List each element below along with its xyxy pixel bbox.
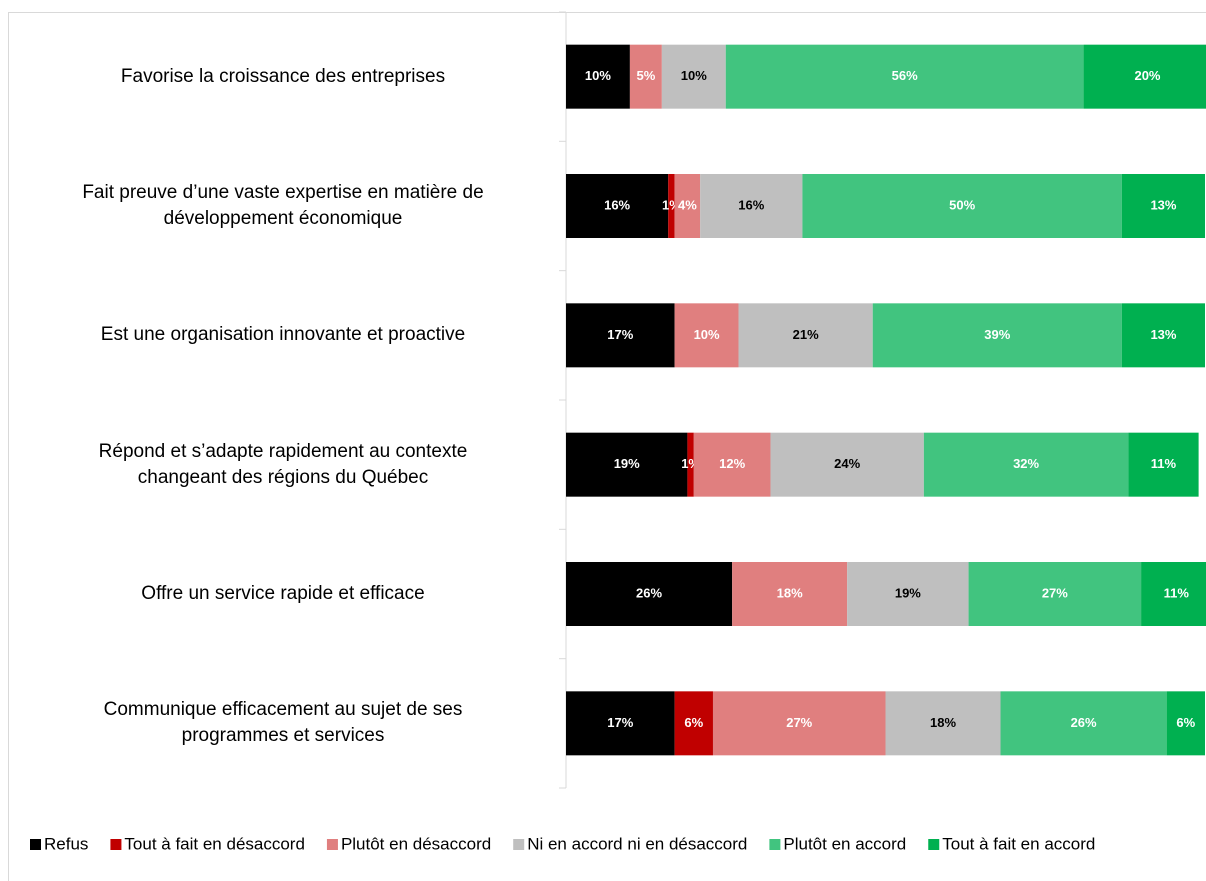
bar-segment [1128, 432, 1199, 497]
legend-label: Refus [44, 834, 88, 853]
frame [8, 12, 1206, 881]
bar-segment [1121, 174, 1205, 238]
bar-segment [802, 174, 1122, 238]
data-label: 56% [892, 68, 918, 83]
data-label: 50% [949, 197, 975, 212]
category-label: Fait preuve d’une vaste expertise en mat… [82, 182, 484, 229]
bar-segment [725, 44, 1084, 109]
data-label: 19% [614, 456, 640, 471]
bar-segment [674, 691, 713, 756]
category-label: Communique efficacement au sujet de ses … [103, 699, 463, 747]
bar-segment [738, 303, 873, 368]
bar-segment [566, 303, 675, 368]
data-label: 17% [607, 715, 633, 730]
legend-label: Plutôt en désaccord [341, 834, 491, 853]
data-label: 20% [1134, 68, 1160, 83]
bar-segment [674, 174, 701, 238]
bar-segment [1166, 691, 1205, 756]
bar-segment [885, 691, 1001, 756]
data-label: 17% [607, 327, 633, 342]
legend-swatch [30, 839, 41, 850]
data-label: 4% [678, 197, 697, 212]
legend-label: Ni en accord ni en désaccord [527, 834, 747, 853]
data-label: 10% [585, 68, 611, 83]
bar-segment [1000, 691, 1167, 756]
data-label: 11% [1164, 585, 1190, 600]
bar-segment [700, 174, 803, 238]
bar-segment [668, 174, 675, 238]
bar-segment [847, 562, 969, 626]
data-label: 27% [786, 715, 812, 730]
bar-segment [566, 691, 675, 756]
legend-label: Tout à fait en désaccord [124, 834, 305, 853]
data-label: 10% [681, 68, 707, 83]
category-label: Offre un service rapide et efficace [141, 583, 425, 604]
data-label: 39% [984, 327, 1010, 342]
bar-segment [566, 44, 630, 109]
data-label: 21% [793, 327, 819, 342]
legend-swatch [326, 839, 338, 850]
bar-segment [712, 691, 886, 756]
bar-segment [629, 44, 662, 109]
legend-label: Tout à fait en accord [942, 834, 1095, 853]
data-label: 10% [694, 327, 720, 342]
data-label: 18% [930, 715, 956, 730]
data-label: 11% [1151, 456, 1177, 471]
bar-segment [566, 432, 688, 497]
data-label: 13% [1150, 327, 1176, 342]
bar-segment [770, 432, 924, 497]
legend-swatch [769, 839, 781, 850]
bar-segment [566, 174, 669, 238]
bar-segment [566, 562, 733, 626]
legend-label: Plutôt en accord [783, 834, 906, 853]
legend-swatch [928, 839, 940, 850]
bar-segment [674, 303, 739, 368]
data-label: 32% [1013, 456, 1039, 471]
data-label: 6% [1176, 715, 1195, 730]
data-label: 16% [738, 197, 764, 212]
bar-segment [693, 432, 771, 497]
data-label: 27% [1042, 585, 1068, 600]
category-label: Répond et s’adapte rapidement au context… [98, 440, 468, 488]
bar-segment [732, 562, 848, 626]
bar-segment [968, 562, 1142, 626]
data-label: 18% [777, 585, 803, 600]
bar-segment [1141, 562, 1206, 626]
bar-segment [872, 303, 1122, 368]
category-label: Favorise la croissance des entreprises [120, 65, 446, 87]
bar-segment [1083, 44, 1206, 109]
category-label: Est une organisation innovante et proact… [100, 324, 466, 346]
bar-segment [923, 432, 1129, 497]
bar-segment [687, 432, 694, 497]
data-label: 12% [719, 456, 745, 471]
legend-swatch [513, 839, 525, 850]
data-label: 26% [636, 585, 662, 600]
data-label: 26% [1071, 715, 1097, 730]
data-label: 24% [834, 456, 860, 471]
data-label: 6% [684, 715, 703, 730]
legend-swatch [110, 839, 122, 850]
bar-segment [1121, 303, 1205, 368]
data-label: 13% [1150, 197, 1176, 212]
data-label: 16% [604, 197, 630, 212]
bar-segment [661, 44, 726, 109]
data-label: 19% [895, 585, 921, 600]
data-label: 5% [636, 68, 655, 83]
